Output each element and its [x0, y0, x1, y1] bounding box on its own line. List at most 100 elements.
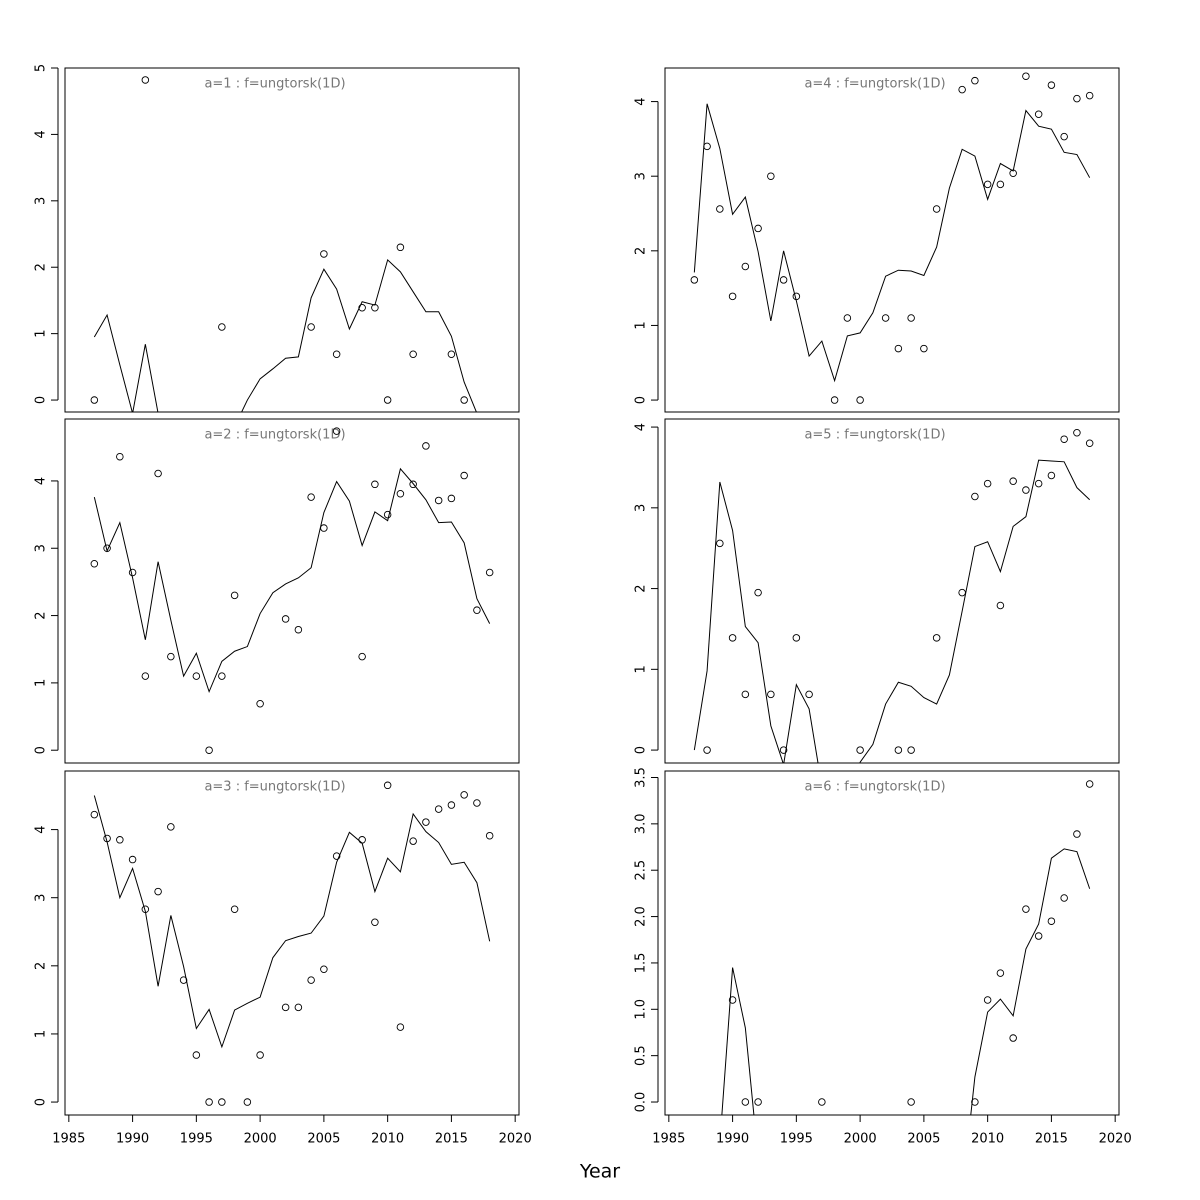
panel-title: a=5 : f=ungtorsk(1D) [804, 428, 945, 443]
panel-title: a=6 : f=ungtorsk(1D) [804, 780, 945, 795]
observation-point [256, 1051, 264, 1059]
observation-point [932, 634, 941, 642]
observation-point [256, 700, 264, 708]
y-tick-label: 2.5 [634, 860, 649, 881]
y-tick-label: 3 [634, 504, 649, 512]
y-tick-label: 4 [634, 97, 649, 105]
observation-point [1034, 110, 1043, 119]
plot-frame [664, 418, 1120, 764]
x-tick-label: 1985 [52, 1132, 85, 1147]
observation-point [396, 489, 405, 498]
x-tick-label: 2020 [1099, 1132, 1132, 1147]
observation-point [1009, 477, 1017, 485]
plot-area [90, 76, 477, 412]
y-tick-label: 1 [34, 1030, 49, 1038]
observation-point [805, 690, 813, 699]
y-tick-label: 4 [34, 825, 49, 833]
observation-point [830, 396, 839, 404]
y-tick-label: 2 [34, 263, 49, 271]
observation-point [141, 76, 150, 84]
x-tick-label: 2005 [307, 1132, 340, 1147]
panel-title: a=2 : f=ungtorsk(1D) [204, 428, 345, 443]
plot-area [721, 780, 1094, 1115]
observation-point [716, 205, 724, 213]
observation-point [792, 292, 801, 301]
y-tick-label: 2.0 [634, 906, 649, 927]
observation-point [90, 559, 99, 568]
y-tick-label: 3 [34, 894, 49, 902]
observation-point [371, 303, 379, 312]
observation-point [371, 918, 379, 926]
observation-point [1085, 780, 1094, 788]
observation-point [167, 823, 175, 831]
y-tick-label: 3.5 [634, 767, 649, 788]
observation-point [907, 314, 915, 322]
plot-area [690, 72, 1094, 404]
observation-point [485, 568, 494, 577]
observation-point [281, 1003, 290, 1012]
observation-point [154, 887, 162, 896]
y-tick-label: 1 [34, 679, 49, 687]
observation-point [383, 510, 392, 519]
observation-point [881, 314, 890, 322]
y-tick-label: 1 [34, 329, 49, 337]
x-tick-label: 2015 [1035, 1132, 1068, 1147]
x-tick-label: 2005 [907, 1132, 940, 1147]
y-tick-label: 0.5 [634, 1045, 649, 1066]
observation-point [996, 180, 1005, 189]
observation-point [154, 469, 162, 478]
observation-point [332, 427, 341, 435]
x-axis-label: Year [579, 1161, 620, 1183]
observation-point [741, 690, 750, 699]
observation-point [485, 831, 494, 840]
observation-point [294, 1003, 303, 1012]
observation-point [792, 634, 801, 642]
observation-point [894, 746, 903, 754]
observation-point [167, 652, 175, 661]
y-tick-label: 1 [634, 321, 649, 329]
observation-point [1073, 94, 1081, 103]
fit-line [693, 459, 1091, 763]
observation-point [409, 480, 417, 489]
observation-point [460, 471, 468, 480]
observation-point [1047, 917, 1056, 925]
observation-point [473, 606, 481, 614]
y-tick-label: 0 [34, 746, 49, 754]
fit-line [93, 258, 477, 412]
x-tick-label: 2010 [971, 1132, 1004, 1147]
plot-area [90, 427, 494, 754]
observation-point [141, 905, 150, 914]
observation-point [371, 480, 379, 489]
observation-point [358, 836, 366, 844]
observation-point [716, 539, 724, 548]
observation-point [741, 262, 750, 271]
fit-line [93, 467, 491, 694]
observation-point [396, 1023, 405, 1031]
observation-point [920, 344, 928, 353]
y-tick-label: 3 [34, 197, 49, 205]
x-tick-label: 1990 [716, 1132, 749, 1147]
observation-point [90, 810, 99, 819]
y-tick-label: 2 [34, 611, 49, 619]
observation-point [243, 1098, 252, 1106]
observation-point [116, 836, 124, 844]
observation-point [971, 492, 979, 501]
observation-point [728, 996, 737, 1004]
y-tick-label: 1.0 [634, 999, 649, 1020]
observation-point [818, 1098, 826, 1106]
observation-point [383, 396, 392, 404]
panel-title: a=1 : f=ungtorsk(1D) [204, 77, 345, 92]
y-tick-label: 3 [34, 544, 49, 552]
observation-point [971, 1098, 979, 1106]
observation-point [307, 323, 315, 331]
y-tick-label: 4 [34, 477, 49, 485]
observation-point [128, 855, 137, 864]
observation-point [90, 396, 99, 404]
observation-point [958, 588, 966, 597]
y-tick-label: 3 [634, 172, 649, 180]
observation-point [767, 690, 775, 699]
y-tick-label: 4 [34, 130, 49, 138]
x-tick-label: 1995 [780, 1132, 813, 1147]
y-tick-label: 0 [634, 746, 649, 754]
